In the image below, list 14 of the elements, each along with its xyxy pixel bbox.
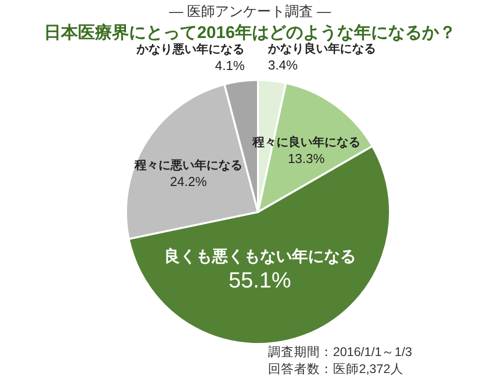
slice-label: かなり悪い年になる bbox=[136, 42, 245, 56]
slice-label: 良くも悪くもない年になる bbox=[164, 247, 356, 266]
slice-label: 程々に悪い年になる bbox=[133, 158, 242, 172]
text: 回答者数：医師2,372人 bbox=[268, 362, 404, 376]
chart-subtitle: — 医師アンケート調査 — bbox=[169, 3, 331, 19]
data-label: 24.2% bbox=[170, 174, 208, 189]
slice-label: 程々に良い年になる bbox=[251, 134, 360, 149]
text: 調査期間：2016/1/1～1/3 bbox=[268, 345, 412, 359]
slice-label: かなり良い年になる bbox=[267, 41, 376, 56]
data-label: 13.3% bbox=[288, 150, 326, 166]
data-label: 55.1% bbox=[228, 267, 292, 292]
chart-title: 日本医療界にとって2016年はどのような年になるか？ bbox=[44, 23, 456, 42]
data-label: 4.1% bbox=[215, 58, 246, 73]
data-label: 3.4% bbox=[268, 57, 298, 72]
